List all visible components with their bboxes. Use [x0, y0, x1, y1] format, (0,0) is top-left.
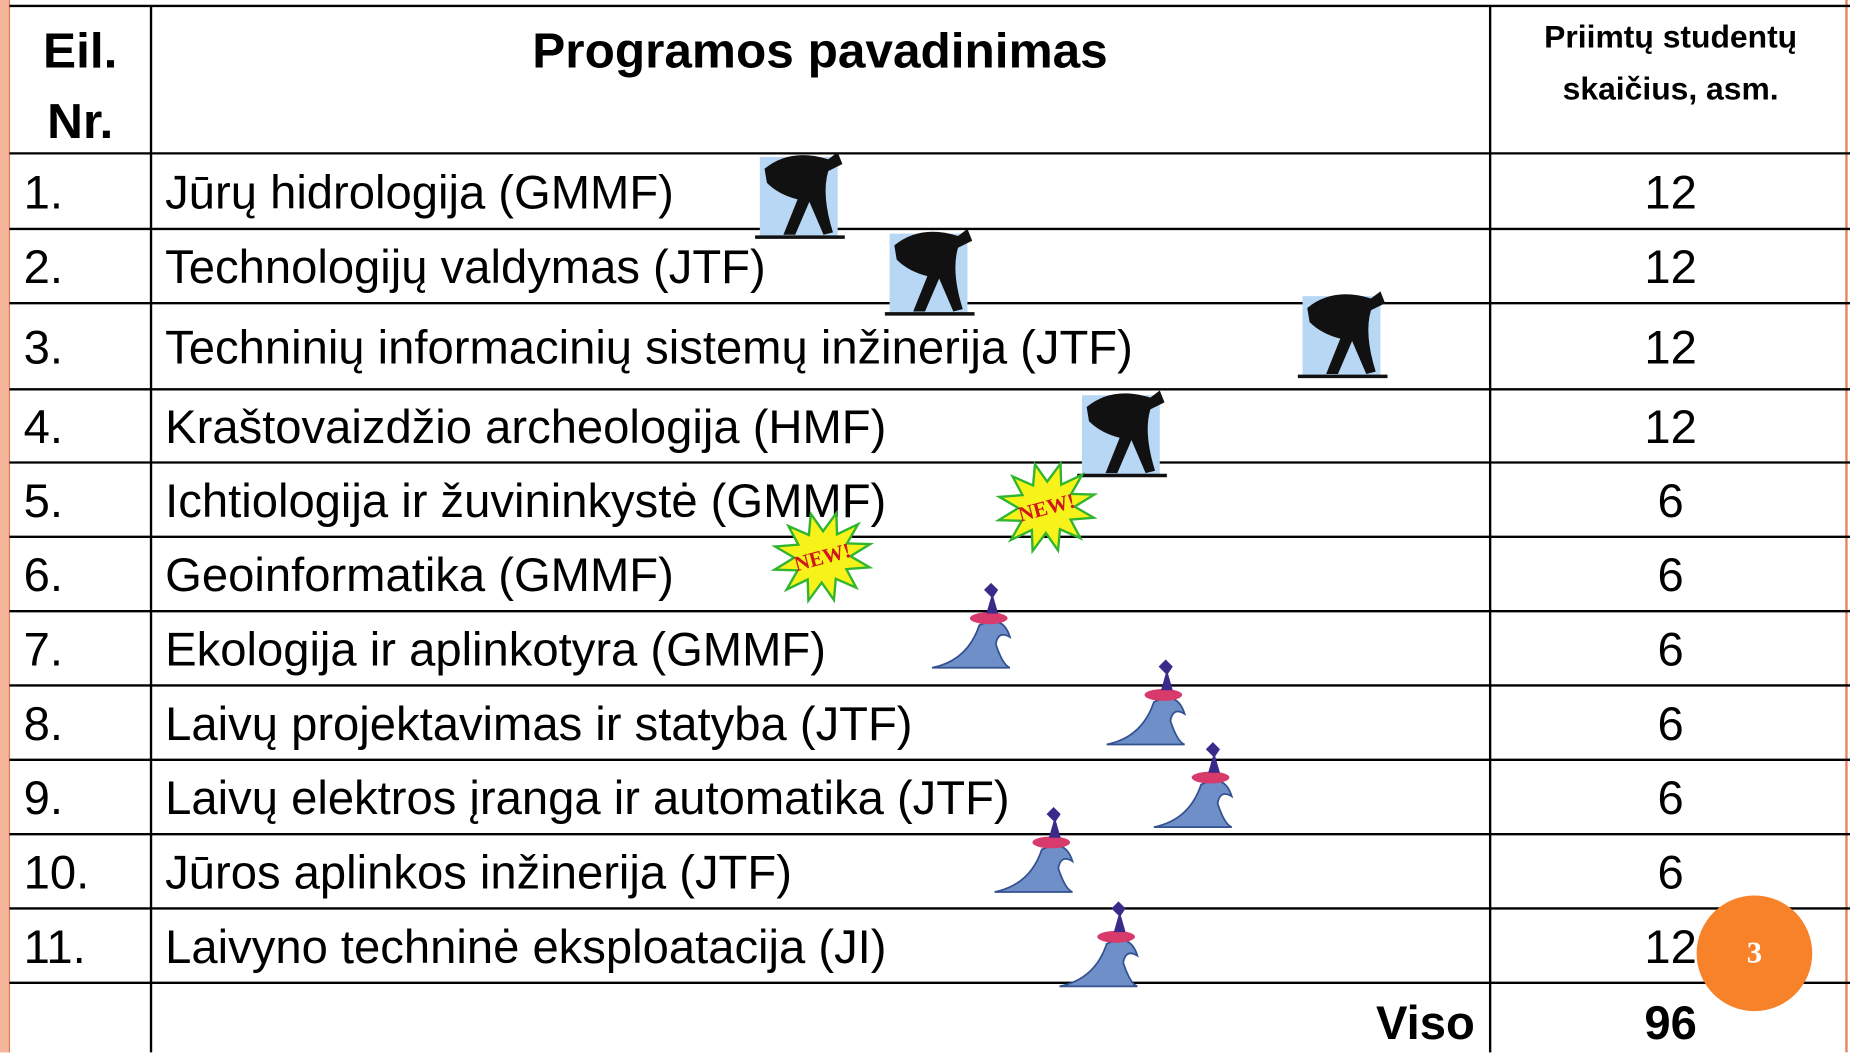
clipart-person — [983, 582, 999, 614]
clipart-figure — [1077, 390, 1167, 478]
row-number: 11. — [24, 921, 86, 974]
row-students: 12 — [1644, 401, 1697, 454]
row-students: 6 — [1658, 847, 1684, 900]
row-students: 12 — [1644, 241, 1697, 294]
clipart-figure — [1297, 291, 1388, 379]
clipart-surfer — [1106, 659, 1187, 746]
row-program: Kraštovaizdžio archeologija (HMF) — [165, 401, 886, 454]
clipart-person — [1205, 742, 1220, 773]
clipart-wave — [931, 620, 1012, 669]
clipart-wave — [1106, 697, 1187, 746]
clipart-person — [1046, 807, 1061, 838]
row-program: Geoinformatika (GMMF) — [165, 549, 674, 602]
row-program: Techninių informacinių sistemų inžinerij… — [165, 321, 1133, 374]
clipart-surfer — [1153, 742, 1234, 828]
row-number: 1. — [24, 166, 63, 219]
row-program: Jūros aplinkos inžinerija (JTF) — [165, 847, 792, 900]
clipart-person — [1111, 901, 1126, 933]
clipart-board — [969, 612, 1008, 625]
row-program: Laivų elektros įranga ir automatika (JTF… — [165, 772, 1009, 825]
row-number: 6. — [24, 549, 63, 602]
header-students: Priimtų studentų — [1544, 18, 1797, 54]
new-badge: NEW! — [770, 509, 875, 604]
row-students: 12 — [1644, 321, 1697, 374]
clipart-shape — [1086, 390, 1165, 474]
header-number: Eil. — [43, 22, 117, 78]
clipart-surfer — [931, 582, 1012, 669]
badge-star — [994, 460, 1099, 555]
row-program: Ichtiologija ir žuvininkystė (GMMF) — [165, 475, 886, 528]
header-number: Nr. — [47, 93, 113, 149]
row-number: 7. — [24, 624, 63, 677]
row-students: 6 — [1658, 624, 1684, 677]
total-label: Viso — [1376, 997, 1475, 1050]
clipart-surfer — [1059, 901, 1139, 988]
total-value: 96 — [1644, 997, 1697, 1050]
clipart-board — [1032, 836, 1071, 849]
row-students: 12 — [1644, 166, 1697, 219]
page-number: 3 — [1747, 936, 1762, 970]
page-number-circle — [1696, 895, 1813, 1012]
clipart-board — [1097, 930, 1136, 943]
clipart-board — [1144, 689, 1183, 701]
clipart-surfer — [994, 807, 1074, 893]
row-students: 12 — [1644, 921, 1697, 974]
clipart-wave — [1153, 779, 1234, 828]
clipart-shape — [764, 152, 843, 235]
left-border — [0, 0, 10, 1053]
row-number: 2. — [24, 241, 63, 294]
row-number: 8. — [24, 698, 63, 751]
clipart-board — [1191, 771, 1230, 784]
row-program: Technologijų valdymas (JTF) — [165, 241, 766, 294]
header-program: Programos pavadinimas — [532, 22, 1108, 78]
row-students: 6 — [1658, 698, 1684, 751]
row-number: 10. — [24, 847, 90, 900]
clipart-person — [1158, 659, 1173, 691]
row-students: 6 — [1658, 772, 1684, 825]
badge-star — [770, 509, 875, 604]
row-program: Laivyno techninė eksploatacija (JI) — [165, 921, 886, 974]
clipart-shape — [894, 228, 973, 312]
row-students: 6 — [1658, 549, 1684, 602]
clipart-wave — [994, 844, 1074, 893]
new-badge: NEW! — [994, 460, 1099, 555]
row-number: 9. — [24, 772, 63, 825]
clipart-shape — [1307, 291, 1386, 375]
row-program: Laivų projektavimas ir statyba (JTF) — [165, 698, 912, 751]
clipart-figure — [755, 152, 845, 239]
clipart-wave — [1059, 939, 1139, 988]
row-program: Jūrų hidrologija (GMMF) — [165, 166, 674, 219]
clipart-figure — [884, 228, 975, 316]
row-number: 5. — [24, 475, 63, 528]
row-program: Ekologija ir aplinkotyra (GMMF) — [165, 624, 826, 677]
row-students: 6 — [1658, 475, 1684, 528]
header-students: skaičius, asm. — [1563, 70, 1779, 106]
row-number: 4. — [24, 401, 63, 454]
row-number: 3. — [24, 321, 63, 374]
